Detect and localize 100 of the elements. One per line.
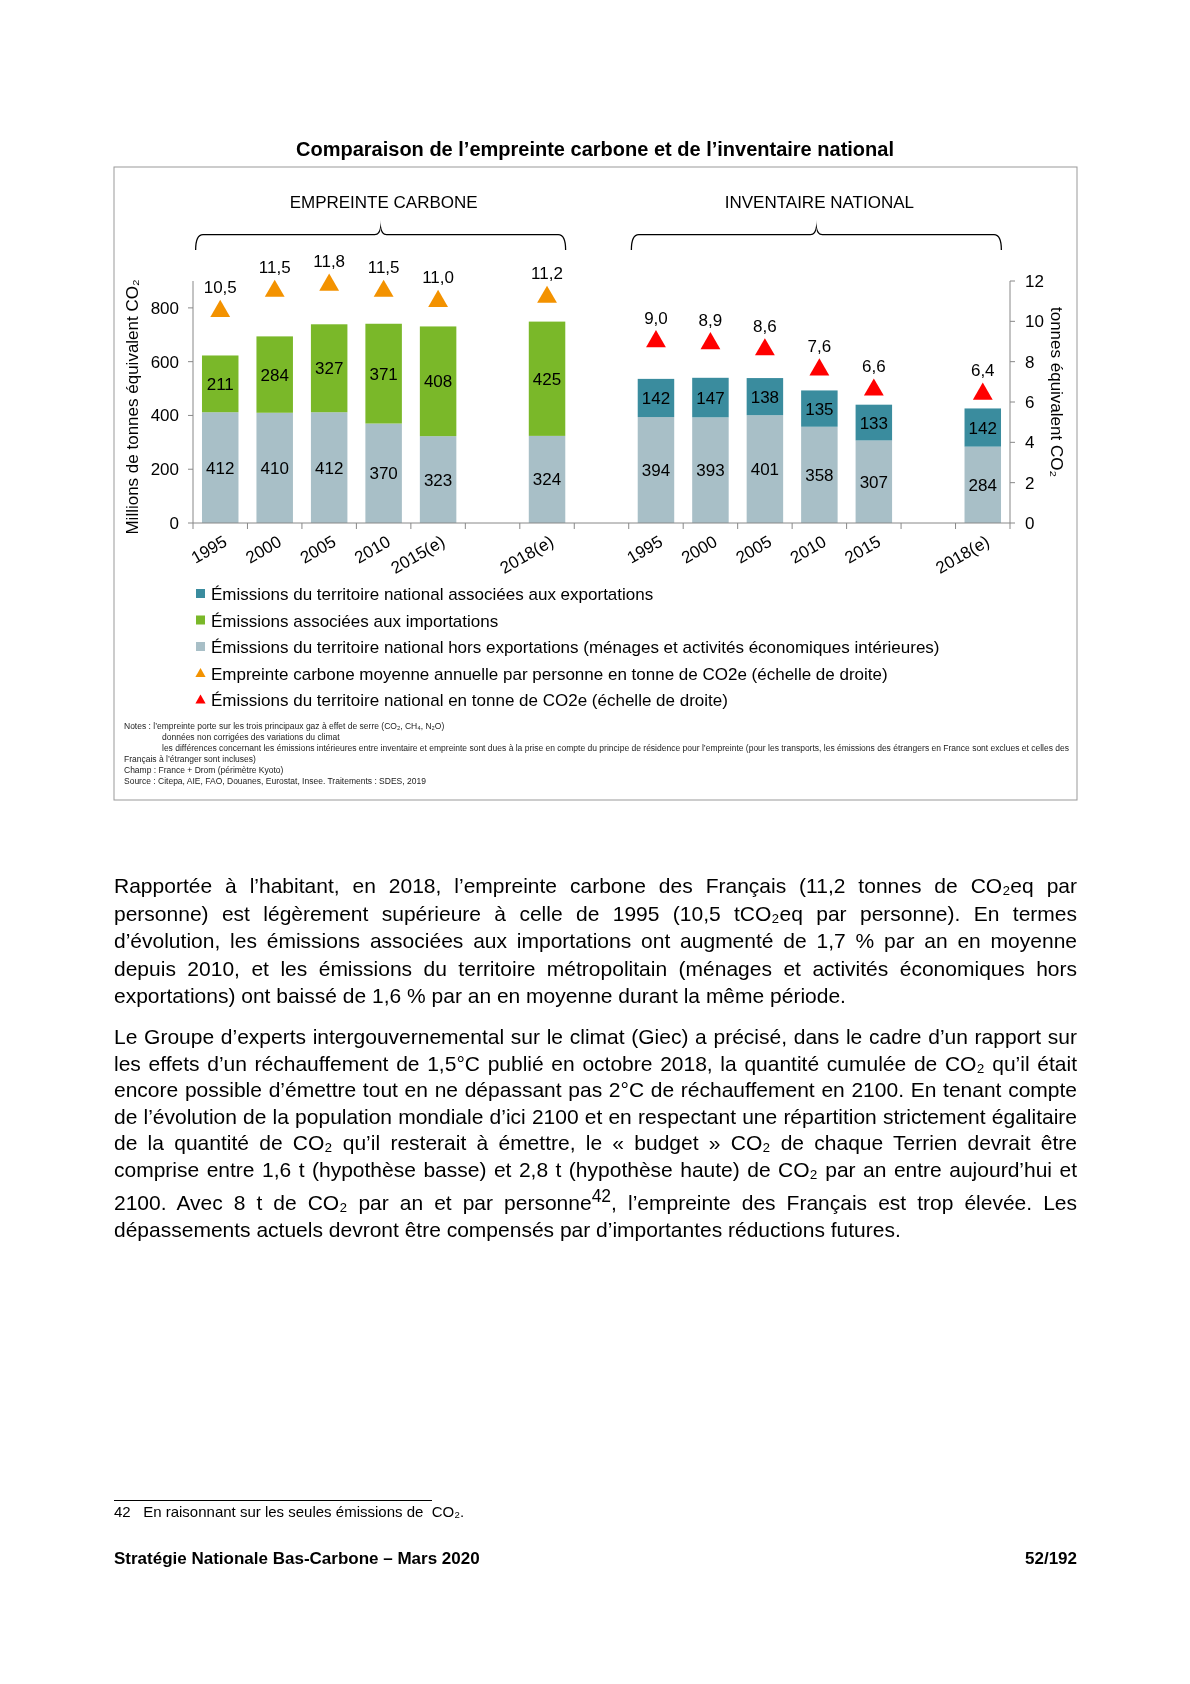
y-tick-label: 800 (150, 298, 179, 318)
data-label: 11,5 (367, 258, 400, 278)
bar (692, 417, 729, 523)
point (373, 279, 394, 297)
y2-tick-label: 2 (1025, 473, 1035, 493)
data-label: 370 (369, 464, 398, 484)
bar (256, 412, 293, 523)
bar (637, 417, 675, 523)
data-label: 307 (859, 472, 889, 492)
text: Le Groupe d’experts intergouvernemental sur le climat (Giec) a précisé, dans le cadre d’un rapport sur les effets d’un réchauffement de 1,5°C publié en octobre 2018, la quantité cumulée de CO₂ qu’il était encore possible d’émettre tout en ne dépassant pas 2°C de réchauffement en 2100. En tenant compte de l’évolution de la population mondiale d’ici 2100 et en respectant une répartition strictement égalitaire de la quantité de CO₂ qu’il resterait à émettre, le « budget » CO₂ de chaque Terrien devrait être comprise entre 1,6 t (hypothèse basse) et 2,8 t (hypothèse haute) de CO₂ par an entre aujourd’hui et 2100. Avec 8 t de CO₂ par an et par personne$^{42}$, l’empreinte des Français est trop élevée. Les dépassements actuels devront être compensés par d’importantes réductions futures. (114, 1025, 1078, 1241)
legend-label: Émissions du territoire national associées aux exportations (211, 585, 654, 604)
data-label: 138 (750, 387, 780, 407)
text: Stratégie Nationale Bas-Carbone – Mars 2020 (114, 1549, 480, 1569)
x-tick-label: 2010 (787, 532, 830, 568)
bar (201, 355, 239, 413)
data-label: 412 (206, 458, 235, 478)
point (700, 332, 721, 350)
data-label: 133 (859, 413, 889, 433)
point (646, 330, 666, 348)
data-label: 8,9 (698, 310, 723, 330)
data-label: 10,5 (203, 278, 237, 298)
text: Rapportée à l’habitant, en 2018, l’empreinte carbone des Français (11,2 tonnes de CO₂eq par personne) est légèrement supérieure à celle de 1995 (10,5 tCO₂eq par personne). En termes d’évolution, les émissions associées aux importations ont augmenté de 1,7 % par an en moyenne depuis 2010, et les émissions du territoire métropolitain (ménages et activités économiques hors exportations) ont baissé de 1,6 % par an en moyenne durant la même période. (114, 873, 1077, 1009)
data-label: 327 (314, 359, 344, 379)
text: 42 En raisonnant sur les seules émissions de CO₂. (114, 1503, 465, 1520)
bar (746, 415, 784, 523)
y-tick-label: 600 (150, 352, 179, 372)
data-label: 8,6 (753, 316, 777, 336)
data-label: 324 (532, 470, 562, 490)
bar (201, 412, 239, 523)
point (754, 338, 775, 356)
y-tick-label: 200 (150, 460, 179, 480)
legend-label: Émissions associées aux importations (211, 611, 499, 631)
data-label: 135 (805, 399, 834, 419)
x-tick-label: 1995 (623, 532, 666, 568)
data-label: 284 (260, 365, 289, 385)
legend-label: Émissions du territoire national hors exportations (ménages et activités économiques intérieures) (211, 638, 940, 657)
data-label: 323 (423, 470, 453, 490)
legend-label: Émissions du territoire national en tonne de CO2e (échelle de droite) (211, 691, 728, 710)
data-label: 6,4 (970, 360, 995, 380)
text: Notes : l’empreinte porte sur les trois principaux gaz à effet de serre (CO₂, CH₄, N₂O) (124, 721, 446, 732)
bar (256, 336, 293, 413)
data-label: 401 (750, 460, 780, 480)
text: INVENTAIRE NATIONAL (724, 193, 914, 212)
x-tick-label: 2005 (296, 532, 340, 568)
y2-tick-label: 10 (1025, 312, 1044, 332)
bar (964, 446, 1002, 523)
bar (801, 426, 838, 523)
text: données non corrigées des variations du climat (162, 732, 341, 743)
point (809, 358, 830, 376)
y2-tick-label: 6 (1025, 393, 1035, 412)
data-label: 6,6 (862, 356, 886, 376)
x-tick-label: 2000 (242, 532, 285, 568)
bar (310, 412, 348, 523)
point (264, 279, 285, 297)
point (210, 299, 231, 317)
text: 52/192 (1025, 1549, 1077, 1569)
data-label: 11,0 (422, 268, 455, 288)
data-label: 412 (314, 458, 344, 478)
data-label: 11,8 (313, 252, 346, 272)
data-label: 147 (696, 388, 725, 408)
point (428, 289, 449, 307)
y2-tick-label: 0 (1025, 514, 1035, 533)
text: les différences concernant les émissions intérieures entre inventaire et empreinte sont dues à la prise en compte du principe de résidence pour l’empreinte (pour les transports, les émissions des étrangers en France sont exclues et celles des Français à l’étranger sont incluses) (124, 743, 1070, 765)
data-label: 11,2 (531, 264, 563, 284)
point (319, 273, 340, 291)
text: EMPREINTE CARBONE (289, 193, 478, 212)
data-label: 142 (968, 418, 997, 438)
y-axis-title: Millions de tonnes équivalent CO₂ (123, 279, 142, 535)
bar (528, 321, 566, 436)
bar (528, 435, 566, 523)
bar (419, 436, 457, 523)
data-label: 394 (641, 461, 671, 481)
chart-title: Comparaison de l’empreinte carbone et de l’inventaire national (296, 138, 894, 160)
point (537, 285, 557, 303)
text: Champ : France + Drom (périmètre Kyoto) (124, 765, 285, 776)
data-label: 142 (641, 388, 671, 408)
data-label: 11,5 (258, 258, 291, 278)
y-tick-label: 400 (150, 406, 179, 426)
x-tick-label: 1995 (187, 532, 231, 568)
y2-tick-label: 8 (1025, 352, 1035, 372)
y2-tick-label: 4 (1025, 433, 1035, 453)
y2-tick-label: 12 (1025, 272, 1044, 291)
data-label: 9,0 (644, 308, 668, 328)
data-label: 371 (369, 364, 398, 384)
x-tick-label: 2000 (678, 532, 721, 568)
legend-label: Empreinte carbone moyenne annuelle par personne en tonne de CO2e (échelle de droite) (211, 664, 888, 684)
data-label: 211 (206, 374, 234, 394)
source-note: Source : Citepa, AIE, FAO, Douanes, Eurostat, Insee. Traitements : SDES, 2019 (124, 776, 427, 787)
point (863, 378, 884, 396)
data-label: 284 (968, 475, 997, 495)
data-label: 410 (260, 458, 289, 478)
bar (855, 440, 893, 523)
y2-axis-title: tonnes équivalent CO₂ (1047, 306, 1066, 478)
bar (365, 323, 402, 424)
bar (419, 326, 457, 437)
data-label: 7,6 (807, 336, 832, 356)
bar (310, 324, 348, 413)
bar (365, 423, 402, 523)
data-label: 408 (423, 372, 453, 392)
y-tick-label: 0 (169, 514, 179, 533)
